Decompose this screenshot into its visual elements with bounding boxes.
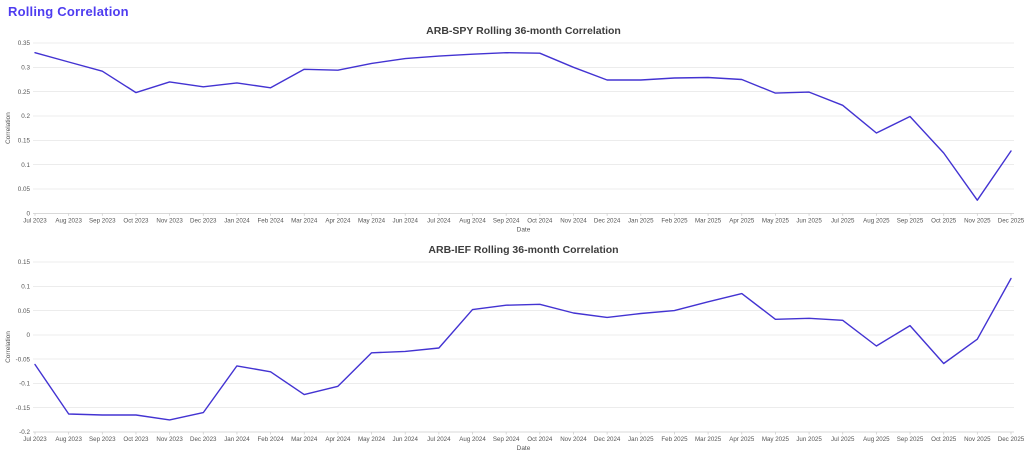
x-tick-label: Jul 2023 bbox=[23, 218, 47, 225]
x-tick-label: Sep 2025 bbox=[897, 218, 924, 225]
y-axis-label: Correlation bbox=[5, 331, 12, 363]
x-tick-label: Mar 2024 bbox=[291, 436, 318, 443]
x-tick-label: Dec 2025 bbox=[998, 436, 1024, 443]
x-tick-label: Jan 2024 bbox=[224, 436, 250, 443]
x-tick-label: Dec 2023 bbox=[190, 218, 217, 225]
y-tick-label: 0.15 bbox=[18, 259, 31, 266]
x-tick-label: Dec 2025 bbox=[998, 218, 1024, 225]
x-tick-label: Feb 2025 bbox=[661, 436, 688, 443]
x-tick-label: Dec 2024 bbox=[594, 218, 621, 225]
x-tick-label: Mar 2025 bbox=[695, 436, 722, 443]
x-tick-label: Oct 2023 bbox=[123, 218, 149, 225]
x-axis-label: Date bbox=[517, 227, 531, 234]
x-tick-label: Apr 2025 bbox=[729, 436, 755, 443]
x-axis-label: Date bbox=[517, 445, 531, 452]
y-tick-label: 0.1 bbox=[21, 162, 30, 169]
y-tick-label: 0.3 bbox=[21, 65, 30, 72]
x-tick-label: Nov 2025 bbox=[964, 436, 991, 443]
x-tick-label: Apr 2025 bbox=[729, 218, 755, 225]
x-tick-label: Sep 2023 bbox=[89, 436, 116, 443]
x-tick-label: Oct 2024 bbox=[527, 218, 553, 225]
y-tick-label: -0.1 bbox=[19, 381, 30, 388]
x-tick-label: Aug 2025 bbox=[863, 436, 890, 443]
chart-title: ARB-IEF Rolling 36-month Correlation bbox=[428, 244, 618, 256]
x-tick-label: Aug 2023 bbox=[55, 218, 82, 225]
arb-spy-correlation-line bbox=[34, 52, 1012, 201]
x-tick-label: Jan 2024 bbox=[224, 218, 250, 225]
y-tick-label: 0.05 bbox=[18, 308, 31, 315]
x-tick-label: Mar 2024 bbox=[291, 218, 318, 225]
x-tick-label: Jun 2025 bbox=[796, 436, 822, 443]
x-tick-label: Feb 2025 bbox=[661, 218, 688, 225]
x-tick-label: Oct 2024 bbox=[527, 436, 553, 443]
x-tick-label: Jun 2024 bbox=[392, 436, 418, 443]
y-tick-label: 0.1 bbox=[21, 283, 30, 290]
x-tick-label: May 2024 bbox=[358, 436, 386, 443]
x-tick-label: Jan 2025 bbox=[628, 436, 654, 443]
x-tick-label: May 2024 bbox=[358, 218, 386, 225]
y-tick-label: 0.25 bbox=[18, 89, 31, 96]
x-tick-label: Oct 2025 bbox=[931, 436, 957, 443]
x-tick-label: Feb 2024 bbox=[258, 436, 285, 443]
x-tick-label: Jul 2023 bbox=[23, 436, 47, 443]
x-tick-label: Apr 2024 bbox=[325, 218, 351, 225]
page-title: Rolling Correlation bbox=[8, 4, 129, 19]
x-tick-label: Jan 2025 bbox=[628, 218, 654, 225]
y-tick-label: 0 bbox=[26, 211, 30, 218]
x-tick-label: Oct 2023 bbox=[123, 436, 149, 443]
x-tick-label: Oct 2025 bbox=[931, 218, 957, 225]
arb-ief-correlation-line bbox=[34, 277, 1012, 421]
y-tick-label: 0.35 bbox=[18, 40, 31, 47]
x-tick-label: Jul 2025 bbox=[831, 218, 855, 225]
x-tick-label: Aug 2024 bbox=[459, 218, 486, 225]
x-tick-label: Aug 2025 bbox=[863, 218, 890, 225]
x-tick-label: Nov 2023 bbox=[156, 218, 183, 225]
x-tick-label: Aug 2024 bbox=[459, 436, 486, 443]
y-tick-label: 0 bbox=[26, 332, 30, 339]
y-tick-label: -0.05 bbox=[16, 356, 31, 363]
x-tick-label: Sep 2023 bbox=[89, 218, 116, 225]
y-tick-label: -0.15 bbox=[16, 405, 31, 412]
x-tick-label: Jul 2025 bbox=[831, 436, 855, 443]
x-tick-label: Nov 2023 bbox=[156, 436, 183, 443]
x-tick-label: Sep 2024 bbox=[493, 436, 520, 443]
x-tick-label: Sep 2024 bbox=[493, 218, 520, 225]
x-tick-label: May 2025 bbox=[762, 436, 790, 443]
x-tick-label: Jul 2024 bbox=[427, 218, 451, 225]
y-axis-label: Correlation bbox=[5, 112, 12, 144]
x-tick-label: Nov 2025 bbox=[964, 218, 991, 225]
x-tick-label: Apr 2024 bbox=[325, 436, 351, 443]
x-tick-label: Sep 2025 bbox=[897, 436, 924, 443]
x-tick-label: May 2025 bbox=[762, 218, 790, 225]
y-tick-label: -0.2 bbox=[19, 429, 30, 436]
y-tick-label: 0.2 bbox=[21, 113, 30, 120]
x-tick-label: Jul 2024 bbox=[427, 436, 451, 443]
x-tick-label: Dec 2024 bbox=[594, 436, 621, 443]
x-tick-label: Dec 2023 bbox=[190, 436, 217, 443]
x-tick-label: Jun 2024 bbox=[392, 218, 418, 225]
chart-title: ARB-SPY Rolling 36-month Correlation bbox=[426, 25, 621, 37]
x-tick-label: Feb 2024 bbox=[258, 218, 285, 225]
y-tick-label: 0.15 bbox=[18, 138, 31, 145]
x-tick-label: Nov 2024 bbox=[560, 218, 587, 225]
x-tick-label: Aug 2023 bbox=[55, 436, 82, 443]
x-tick-label: Jun 2025 bbox=[796, 218, 822, 225]
y-tick-label: 0.05 bbox=[18, 186, 31, 193]
x-tick-label: Nov 2024 bbox=[560, 436, 587, 443]
x-tick-label: Mar 2025 bbox=[695, 218, 722, 225]
